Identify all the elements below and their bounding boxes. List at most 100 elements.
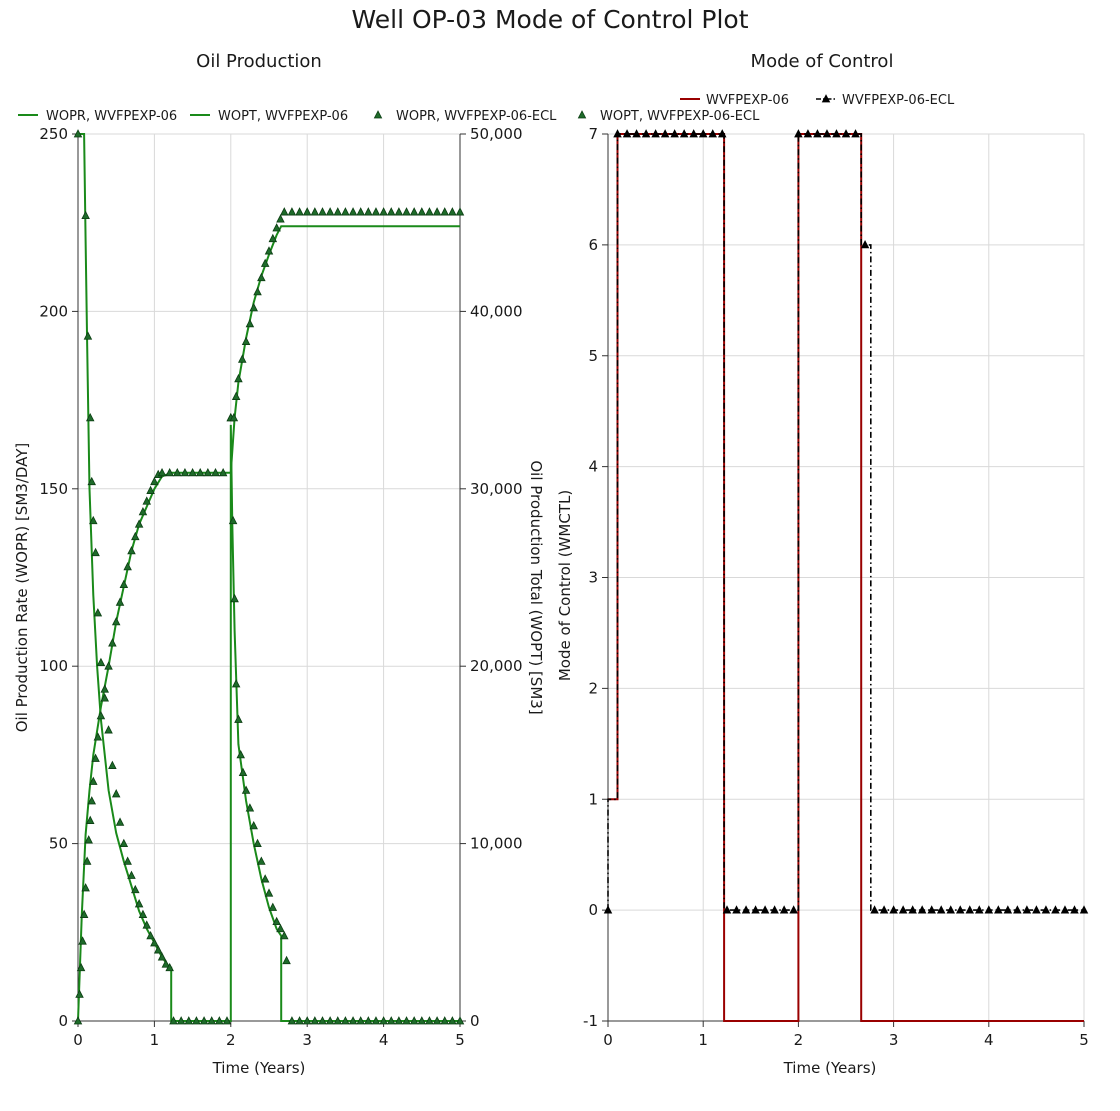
- y-axis-label: Oil Production Rate (WOPR) [SM3/DAY]: [13, 443, 31, 733]
- data-point: [341, 207, 350, 216]
- legend-label: WOPT, WVFPEXP-06: [218, 109, 348, 124]
- data-point: [889, 905, 898, 914]
- data-point: [287, 1016, 297, 1025]
- data-point: [100, 684, 109, 693]
- data-point: [603, 905, 613, 914]
- data-point: [722, 905, 732, 914]
- data-point: [770, 905, 779, 914]
- data-point: [104, 661, 113, 670]
- data-point: [432, 207, 442, 216]
- data-point: [295, 1016, 304, 1025]
- y2-axis-label: Oil Production Total (WOPT) [SM3]: [527, 460, 545, 714]
- data-point: [211, 467, 220, 477]
- data-point: [85, 815, 95, 824]
- y-tick-label: 250: [39, 125, 68, 143]
- data-point: [310, 1016, 320, 1025]
- data-point: [364, 1016, 373, 1025]
- data-point: [264, 888, 274, 897]
- data-point: [455, 1016, 465, 1025]
- data-point: [100, 693, 109, 702]
- data-point: [115, 597, 125, 606]
- data-point: [1032, 905, 1041, 914]
- data-point: [955, 905, 965, 914]
- data-point: [1041, 905, 1051, 914]
- data-point: [348, 207, 358, 216]
- data-point: [241, 336, 251, 345]
- y2-tick-label: 10,000: [470, 835, 523, 853]
- data-point: [813, 129, 822, 138]
- data-point: [231, 679, 241, 688]
- data-point: [440, 207, 449, 216]
- data-point: [236, 750, 245, 759]
- data-point: [1060, 905, 1070, 914]
- data-point: [123, 856, 132, 865]
- data-point: [779, 905, 789, 914]
- plot-title-mode-of-control: Mode of Control: [751, 51, 894, 72]
- legend-item: WOPT, WVFPEXP-06: [190, 109, 348, 124]
- data-point: [127, 870, 136, 879]
- data-point: [276, 214, 285, 223]
- data-point: [832, 129, 841, 138]
- data-point: [448, 1016, 457, 1025]
- legend-swatch-marker: [821, 94, 831, 103]
- y-tick-label: 6: [588, 236, 598, 254]
- data-point: [613, 129, 622, 138]
- y-tick-label: 2: [588, 679, 598, 697]
- data-point: [195, 467, 205, 477]
- data-point: [1013, 905, 1022, 914]
- data-point: [146, 930, 155, 940]
- data-point: [245, 318, 255, 328]
- data-point: [104, 725, 113, 734]
- x-tick-label: 1: [698, 1031, 708, 1049]
- data-point: [272, 916, 281, 926]
- data-point: [218, 467, 228, 477]
- legend-item: WOPT, WVFPEXP-06-ECL: [577, 109, 760, 124]
- data-point: [717, 129, 727, 138]
- y-tick-label: 7: [588, 125, 598, 143]
- series-wvfpexp-06-ecl: [603, 129, 1089, 914]
- data-point: [75, 989, 84, 998]
- data-point: [199, 1016, 209, 1025]
- data-point: [379, 207, 388, 216]
- data-point: [264, 246, 274, 255]
- data-point: [394, 1016, 404, 1025]
- data-point: [803, 129, 813, 138]
- y-tick-label: 3: [588, 569, 598, 587]
- data-point: [341, 1016, 350, 1025]
- data-point: [229, 412, 239, 422]
- y2-tick-label: 30,000: [470, 480, 523, 498]
- y2-tick-label: 50,000: [470, 125, 523, 143]
- x-tick-label: 2: [226, 1031, 236, 1049]
- data-point: [318, 207, 327, 216]
- data-point: [73, 129, 83, 138]
- data-point: [253, 838, 262, 847]
- data-point: [268, 902, 278, 911]
- x-tick-label: 4: [984, 1031, 994, 1049]
- data-point: [379, 1016, 388, 1025]
- data-point: [96, 657, 106, 667]
- data-point: [138, 506, 148, 516]
- data-point: [82, 856, 92, 865]
- data-point: [165, 467, 174, 477]
- data-point: [81, 210, 90, 220]
- data-point: [409, 1016, 419, 1025]
- data-point: [689, 129, 698, 138]
- data-point: [282, 955, 291, 965]
- mode-of-control-plot: Mode of Control 0 1 2 3 4 5 -1 0 1 2 3 4 5 6 7 Time (Yea…: [556, 51, 1089, 1077]
- data-point: [123, 561, 132, 571]
- series-wopt-wvfpexp-06-ecl: [73, 207, 465, 1025]
- data-point: [245, 803, 255, 812]
- data-point: [96, 710, 106, 720]
- data-point: [91, 547, 100, 557]
- data-point: [870, 905, 879, 914]
- data-point: [1022, 905, 1032, 914]
- data-point: [280, 930, 289, 940]
- y-axis-label: Mode of Control (WMCTL): [556, 490, 574, 681]
- data-point: [660, 129, 670, 138]
- data-point: [994, 905, 1003, 914]
- data-point: [108, 638, 117, 647]
- data-point: [325, 207, 335, 216]
- y2-tick-label: 0: [470, 1012, 480, 1030]
- data-point: [333, 207, 343, 216]
